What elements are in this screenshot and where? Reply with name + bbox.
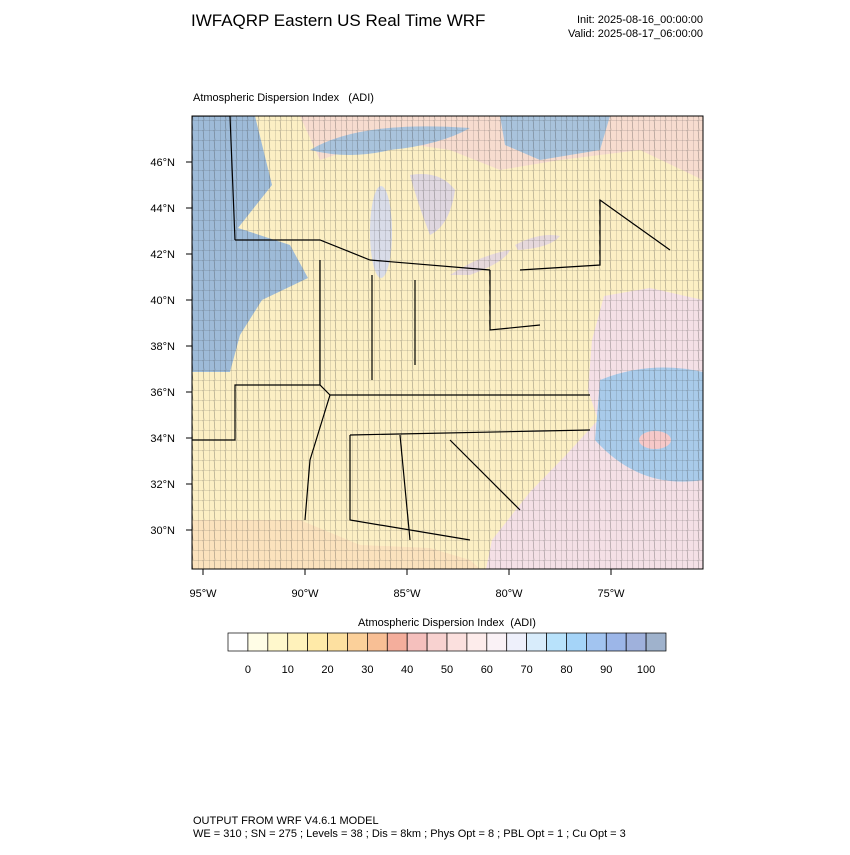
lat-label: 44°N [150, 203, 175, 215]
colorbar-box [466, 632, 488, 652]
colorbar-box [546, 632, 567, 652]
footer-line-2: WE = 310 ; SN = 275 ; Levels = 38 ; Dis … [193, 828, 626, 840]
colorbar-box [566, 632, 587, 652]
colorbar-label: 90 [600, 664, 612, 676]
colorbar-box [386, 632, 408, 652]
colorbar-label: 100 [637, 664, 655, 676]
colorbar-label: 40 [401, 664, 413, 676]
colorbar-box [287, 632, 308, 652]
lat-label: 34°N [150, 433, 175, 445]
lon-label: 95°W [189, 588, 217, 600]
lon-axis: 95°W 90°W 85°W 80°W 75°W [189, 569, 625, 600]
colorbar-box [645, 632, 667, 652]
colorbar-box [426, 632, 448, 652]
colorbar: 0 10 20 30 40 50 60 70 80 90 100 [227, 632, 667, 676]
lat-label: 46°N [150, 157, 175, 169]
colorbar-box [586, 632, 607, 652]
lat-label: 36°N [150, 387, 175, 399]
colorbar-box [307, 632, 328, 652]
colorbar-box [247, 632, 269, 652]
lon-label: 85°W [393, 588, 421, 600]
title: IWFAQRP Eastern US Real Time WRF [191, 11, 485, 30]
colorbar-box [486, 632, 508, 652]
colorbar-box [446, 632, 468, 652]
colorbar-label: 20 [321, 664, 333, 676]
lon-label: 80°W [495, 588, 523, 600]
colorbar-box [347, 632, 368, 652]
colorbar-box [406, 632, 428, 652]
lat-label: 30°N [150, 525, 175, 537]
colorbar-box [367, 632, 388, 652]
colorbar-box [526, 632, 547, 652]
colorbar-box [625, 632, 647, 652]
map-title: Atmospheric Dispersion Index (ADI) [193, 92, 374, 104]
valid-time: Valid: 2025-08-17_06:00:00 [568, 28, 703, 40]
map-frame [191, 115, 704, 570]
colorbar-label: 30 [361, 664, 373, 676]
colorbar-box [506, 632, 527, 652]
colorbar-box [267, 632, 289, 652]
colorbar-label: 0 [245, 664, 251, 676]
colorbar-title: Atmospheric Dispersion Index (ADI) [358, 617, 536, 629]
colorbar-box [227, 632, 249, 652]
colorbar-label: 80 [560, 664, 572, 676]
map [192, 116, 703, 569]
lat-label: 32°N [150, 479, 175, 491]
lat-axis: 30°N 32°N 34°N 36°N 38°N 40°N 42°N 44°N 46°N [150, 157, 192, 537]
state-lines [192, 116, 671, 541]
footer-line-1: OUTPUT FROM WRF V4.6.1 MODEL [193, 815, 379, 827]
colorbar-label: 60 [481, 664, 493, 676]
lat-label: 38°N [150, 341, 175, 353]
county-lines [192, 116, 703, 569]
lat-label: 40°N [150, 295, 175, 307]
colorbar-label: 50 [441, 664, 453, 676]
colorbar-box [605, 632, 627, 652]
colorbar-box [327, 632, 348, 652]
lon-label: 90°W [291, 588, 319, 600]
lon-label: 75°W [597, 588, 625, 600]
colorbar-label: 70 [521, 664, 533, 676]
lat-label: 42°N [150, 249, 175, 261]
colorbar-label: 10 [282, 664, 294, 676]
init-time: Init: 2025-08-16_00:00:00 [577, 14, 703, 26]
